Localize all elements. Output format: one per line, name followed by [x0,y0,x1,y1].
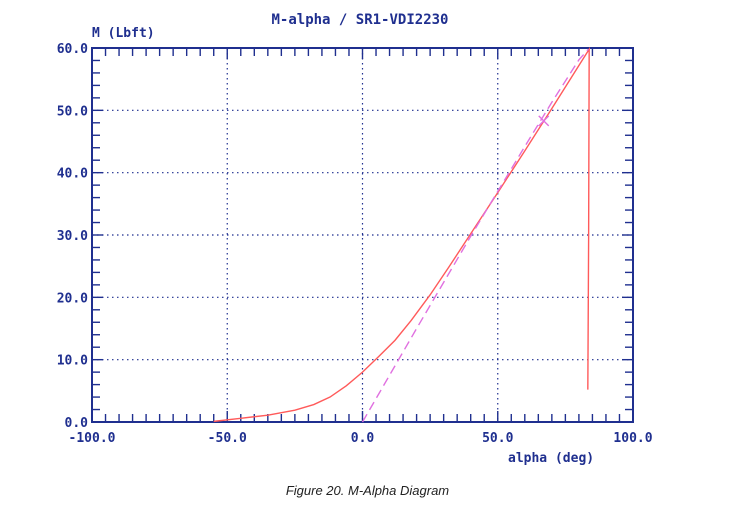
solid-series-line [213,46,590,423]
x-axis-label: alpha (deg) [508,451,594,466]
y-tick-label: 50.0 [57,104,88,119]
y-tick-label: 20.0 [57,291,88,306]
figure-caption: Figure 20. M-Alpha Diagram [285,483,450,498]
m-alpha-chart: M-alpha / SR1-VDI2230 M (Lbft) alpha (de… [57,12,653,466]
x-marker-stroke [538,115,550,127]
x-tick-label: 100.0 [613,431,652,446]
y-tick-label: 60.0 [57,42,88,57]
x-tick-label: -100.0 [69,431,116,446]
x-tick-label: -50.0 [208,431,247,446]
x-tick-label: 0.0 [351,431,375,446]
x-tick-label: 50.0 [482,431,513,446]
y-axis-label: M (Lbft) [92,26,155,41]
y-tick-label: 30.0 [57,229,88,244]
y-tick-label: 0.0 [65,416,89,431]
chart-title: M-alpha / SR1-VDI2230 [271,12,448,28]
dashed-series-line [361,48,589,423]
grid-lines [92,48,633,422]
tick-labels: -100.0 -50.0 0.0 50.0 100.0 0.0 10.0 20.0 30.0 40… [57,42,653,446]
y-tick-label: 10.0 [57,354,88,369]
y-tick-label: 40.0 [57,167,88,182]
series-group [213,46,590,423]
